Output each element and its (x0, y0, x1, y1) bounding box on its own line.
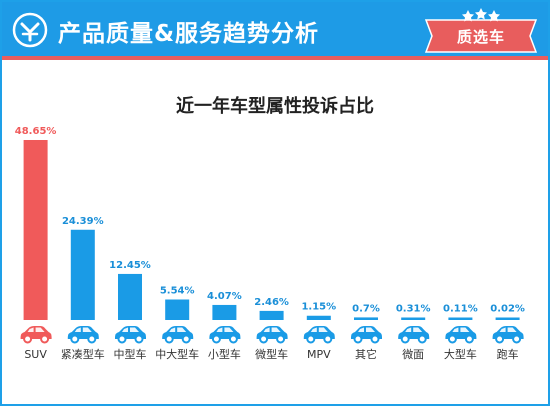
category-label-5: 微型车 (255, 347, 288, 361)
bar-9 (448, 317, 473, 320)
category-label-10: 跑车 (497, 347, 519, 361)
category-label-9: 大型车 (444, 347, 477, 361)
data-label-8: 0.31% (396, 304, 431, 315)
data-label-2: 12.45% (109, 260, 151, 271)
data-label-4: 4.07% (207, 291, 242, 302)
bar-2 (118, 273, 142, 320)
bar-1 (70, 229, 95, 320)
stars-badge-icon (424, 8, 538, 53)
chart-title: 近一年车型属性投诉占比 (176, 96, 374, 117)
header-stripe (2, 56, 548, 60)
data-label-7: 0.7% (352, 303, 380, 314)
car-icon (256, 326, 288, 344)
data-label-1: 24.39% (62, 216, 104, 227)
category-label-8: 微面 (402, 347, 424, 361)
category-label-3: 中大型车 (155, 347, 199, 361)
data-label-5: 2.46% (254, 297, 289, 308)
car-icon (445, 326, 477, 344)
bar-0 (23, 139, 48, 320)
car-icon (209, 326, 241, 344)
bar-4 (212, 304, 237, 320)
bar-5 (259, 310, 284, 320)
category-label-7: 其它 (355, 347, 377, 361)
bar-7 (354, 317, 378, 320)
category-label-2: 中型车 (114, 347, 147, 361)
data-label-9: 0.11% (443, 304, 478, 315)
category-label-6: MPV (307, 348, 331, 361)
data-label-6: 1.15% (301, 302, 336, 313)
brand-logo-icon (12, 12, 48, 48)
car-icon (398, 326, 430, 344)
bar-10 (495, 317, 520, 320)
car-icon (351, 326, 382, 344)
data-label-3: 5.54% (160, 286, 195, 297)
category-label-1: 紧凑型车 (61, 347, 105, 361)
bar-6 (306, 315, 331, 320)
car-icon (303, 326, 335, 344)
bar-8 (401, 317, 426, 320)
data-label-0: 48.65% (15, 126, 57, 137)
car-icon (67, 326, 99, 344)
header-title: 产品质量&服务趋势分析 (58, 21, 320, 47)
car-icon (115, 326, 146, 344)
quality-badge: 质选车 (420, 6, 542, 56)
car-icon (20, 326, 52, 344)
category-label-4: 小型车 (208, 347, 241, 361)
header-bar: 产品质量&服务趋势分析 质选车 (2, 2, 548, 60)
category-label-0: SUV (24, 348, 47, 361)
badge-label: 质选车 (456, 28, 505, 46)
bar-3 (165, 299, 190, 320)
car-icon (492, 326, 524, 344)
data-label-10: 0.02% (490, 304, 525, 315)
car-icon (162, 326, 194, 344)
